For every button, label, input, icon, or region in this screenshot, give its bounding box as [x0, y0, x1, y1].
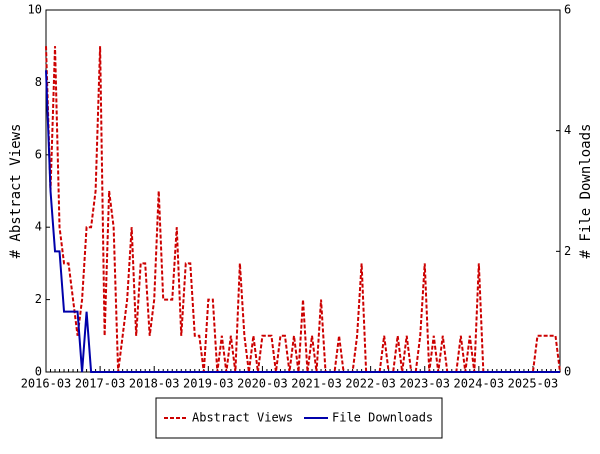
y2-tick-label: 2 — [564, 244, 571, 258]
series-line — [45, 46, 561, 373]
legend-label: Abstract Views — [192, 411, 293, 425]
x-tick-label: 2018-03 — [129, 377, 180, 391]
x-tick-label: 2019-03 — [183, 377, 234, 391]
x-tick-label: 2021-03 — [291, 377, 342, 391]
y-axis-title: # Abstract Views — [8, 124, 24, 259]
y-tick-label: 4 — [35, 220, 42, 234]
x-tick-label: 2023-03 — [399, 377, 450, 391]
series-line — [45, 70, 560, 373]
y-tick-label: 0 — [35, 365, 42, 379]
y-tick-label: 6 — [35, 147, 42, 161]
x-tick-label: 2022-03 — [345, 377, 396, 391]
legend-label: File Downloads — [332, 411, 433, 425]
y-tick-label: 8 — [35, 75, 42, 89]
x-tick-label: 2020-03 — [237, 377, 288, 391]
x-tick-label: 2024-03 — [454, 377, 505, 391]
x-tick-label: 2016-03 — [21, 377, 72, 391]
x-tick-label: 2017-03 — [75, 377, 126, 391]
legend-box — [155, 397, 443, 439]
y2-tick-label: 4 — [564, 123, 571, 137]
y-tick-label: 10 — [28, 3, 42, 17]
y2-tick-label: 0 — [564, 365, 571, 379]
y2-tick-label: 6 — [564, 3, 571, 17]
y2-axis-title: # File Downloads — [578, 124, 594, 259]
plot-frame — [45, 9, 561, 373]
x-tick-label: 2025-03 — [508, 377, 559, 391]
y-tick-label: 2 — [35, 292, 42, 306]
